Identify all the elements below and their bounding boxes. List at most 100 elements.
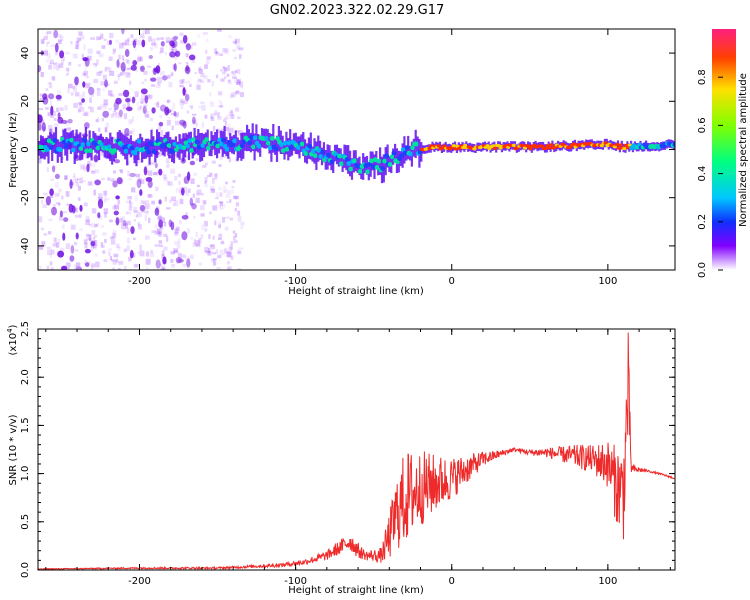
trace-core [316,147,322,153]
spectral-speck [165,165,170,169]
spectral-speck [127,102,130,107]
spectral-speck [237,215,242,222]
spectral-speck [87,55,92,61]
spectral-speck [215,173,218,177]
spectral-speck [43,233,48,236]
spectral-speck [234,195,239,200]
spectral-speck [222,119,227,122]
spectral-speck [129,205,134,208]
spectral-speck [180,98,184,104]
spectral-speck [67,70,70,76]
spectral-speck [89,97,92,103]
spectral-speck [41,241,46,247]
spectral-speck [212,205,218,211]
trace-core [252,135,258,141]
spectral-blob [150,77,157,82]
spectral-speck [211,80,214,87]
spectral-blob [41,122,46,132]
spectral-speck [128,119,133,125]
spectral-speck [74,207,78,213]
spectral-speck [228,124,231,127]
spectral-speck [195,122,199,127]
spectral-speck [127,196,133,200]
trace-core [166,143,172,149]
spectral-blob [60,119,68,124]
trace-core [172,141,178,147]
spectral-speck [236,78,241,85]
spectral-speck [77,108,82,113]
trace-core [86,141,92,147]
spectral-speck [170,259,174,263]
spectral-speck [145,251,150,257]
spectral-speck [133,219,136,222]
trace-core [528,147,533,151]
trace-core [539,144,545,148]
spectral-speck [181,79,185,84]
trace-core [614,143,620,147]
x-axis-label: Height of straight line (km) [288,585,424,596]
spectral-speck [169,199,172,204]
trace-core [485,144,490,148]
spectral-speck [127,37,130,42]
spectral-blob [121,29,125,35]
spectral-speck [230,241,233,246]
trace-core [249,134,255,140]
spectral-speck [108,248,112,251]
spectral-speck [79,102,82,109]
trace-core [112,148,118,153]
spectral-speck [126,220,131,226]
spectral-speck [119,42,124,49]
y-tick-label: 1.5 [20,417,31,433]
spectral-speck [55,50,58,56]
spectral-blob [45,196,52,206]
spectral-speck [145,209,149,215]
spectral-speck [227,266,232,270]
spectral-speck [158,152,163,157]
spectral-speck [54,117,58,121]
spectral-speck [91,230,96,235]
spectral-speck [96,50,101,55]
spectral-speck [207,175,210,178]
spectral-speck [158,216,163,221]
spectral-speck [193,239,196,244]
spectral-speck [53,117,57,121]
spectral-speck [178,219,182,225]
x-tick-label: -200 [128,276,151,287]
spectral-speck [146,164,151,167]
spectral-speck [117,73,121,77]
spectral-speck [39,98,45,103]
spectral-speck [145,258,151,265]
spectral-blob [61,265,68,270]
spectral-speck [201,224,204,231]
spectral-speck [118,93,123,97]
trace-core [282,140,288,146]
spectral-speck [225,194,231,198]
spectral-blob [113,159,121,164]
spectral-speck [89,93,94,97]
spectral-speck [123,248,127,253]
spectral-speck [113,108,116,112]
trace-core [185,143,191,149]
spectral-speck [174,176,178,181]
spectral-speck [231,186,235,189]
spectral-speck [185,212,188,218]
trace-core [224,146,230,152]
spectral-speck [175,226,180,231]
spectral-speck [109,32,114,39]
spectral-speck [47,249,52,256]
spectral-blob [130,226,135,235]
spectral-speck [227,261,230,265]
spectral-speck [168,81,173,88]
spectral-speck [96,71,102,76]
trace-core [63,144,69,149]
spectral-blob [124,127,130,137]
spectral-speck [215,74,219,79]
spectral-speck [148,170,153,176]
spectral-speck [73,133,78,139]
spectral-speck [191,60,196,63]
spectral-speck [43,192,48,196]
spectral-speck [144,203,150,209]
spectral-speck [164,51,168,55]
spectral-speck [70,224,76,230]
spectral-speck [230,109,233,114]
